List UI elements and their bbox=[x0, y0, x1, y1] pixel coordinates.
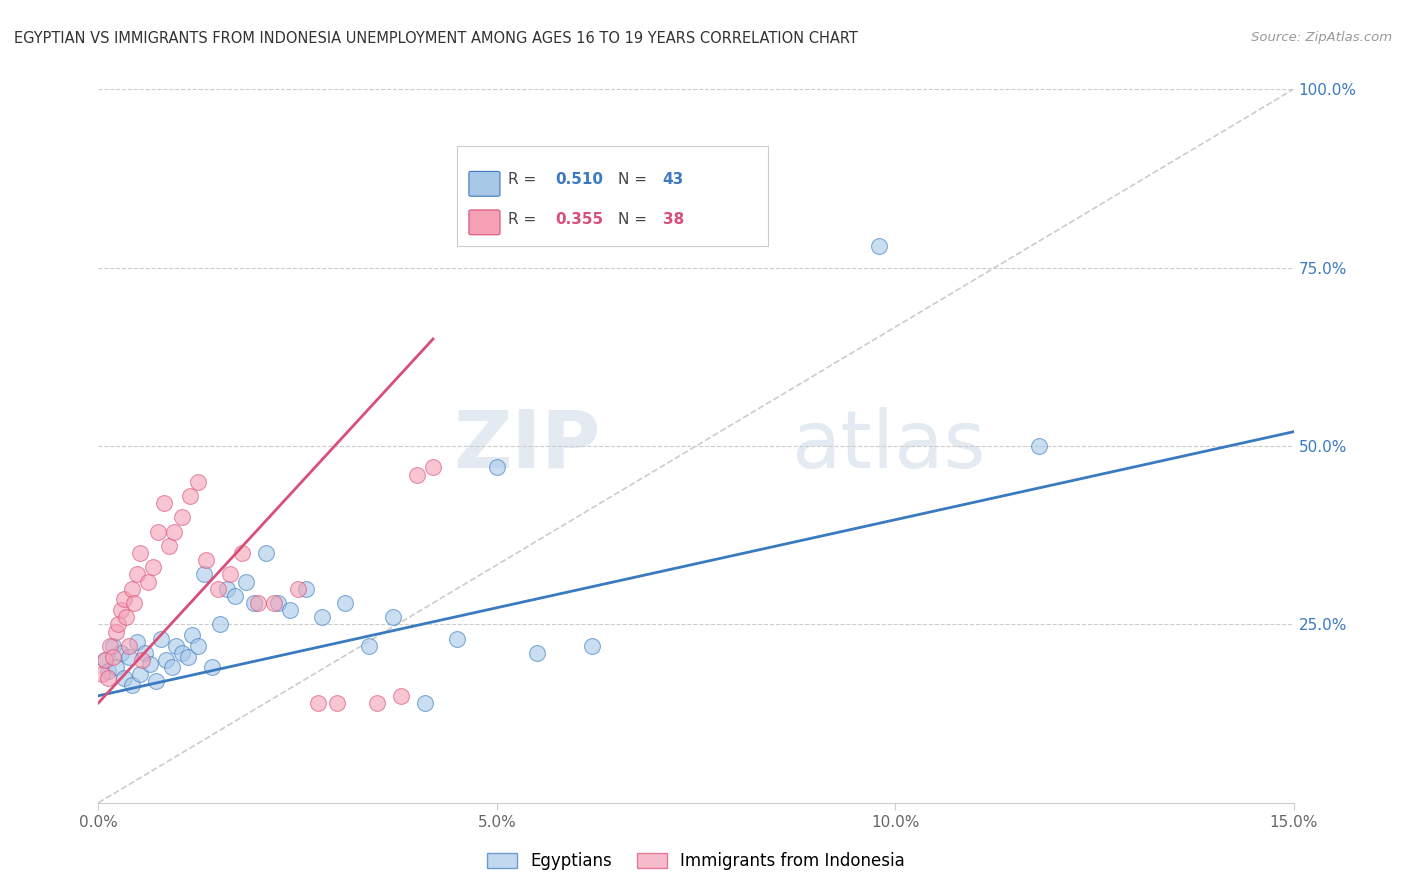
Point bbox=[121, 582, 143, 596]
Point bbox=[307, 696, 329, 710]
Point bbox=[446, 632, 468, 646]
Point bbox=[128, 667, 150, 681]
Text: 43: 43 bbox=[662, 172, 683, 187]
Point bbox=[104, 624, 127, 639]
Point bbox=[382, 610, 405, 624]
Point bbox=[231, 546, 253, 560]
Point bbox=[187, 639, 209, 653]
Text: EGYPTIAN VS IMMIGRANTS FROM INDONESIA UNEMPLOYMENT AMONG AGES 16 TO 19 YEARS COR: EGYPTIAN VS IMMIGRANTS FROM INDONESIA UN… bbox=[14, 31, 858, 46]
Point bbox=[131, 653, 153, 667]
Point bbox=[110, 603, 132, 617]
Text: atlas: atlas bbox=[792, 407, 986, 485]
Point bbox=[124, 596, 146, 610]
Point bbox=[366, 696, 388, 710]
Point bbox=[172, 510, 194, 524]
Point bbox=[200, 660, 222, 674]
Point bbox=[581, 639, 603, 653]
Legend: Egyptians, Immigrants from Indonesia: Egyptians, Immigrants from Indonesia bbox=[481, 846, 911, 877]
Point bbox=[110, 646, 132, 660]
Point bbox=[97, 664, 120, 678]
Point bbox=[294, 582, 316, 596]
Point bbox=[179, 489, 201, 503]
Point bbox=[101, 639, 124, 653]
Point bbox=[219, 567, 242, 582]
Point bbox=[157, 539, 180, 553]
Point bbox=[254, 546, 277, 560]
Text: R =: R = bbox=[509, 211, 541, 227]
Point bbox=[166, 639, 188, 653]
Point bbox=[195, 553, 218, 567]
Point bbox=[287, 582, 309, 596]
Point bbox=[98, 639, 122, 653]
Point bbox=[335, 596, 357, 610]
Point bbox=[217, 582, 239, 596]
Text: N =: N = bbox=[619, 172, 652, 187]
Point bbox=[149, 632, 172, 646]
Text: Source: ZipAtlas.com: Source: ZipAtlas.com bbox=[1251, 31, 1392, 45]
Point bbox=[207, 582, 229, 596]
Point bbox=[139, 657, 162, 671]
Text: 0.355: 0.355 bbox=[555, 211, 603, 227]
FancyBboxPatch shape bbox=[470, 171, 501, 196]
Point bbox=[148, 524, 170, 539]
Point bbox=[868, 239, 890, 253]
Point bbox=[125, 635, 148, 649]
Point bbox=[181, 628, 204, 642]
Text: 0.510: 0.510 bbox=[555, 172, 603, 187]
Point bbox=[267, 596, 290, 610]
Point bbox=[163, 524, 186, 539]
Point bbox=[152, 496, 174, 510]
Point bbox=[246, 596, 269, 610]
Text: R =: R = bbox=[509, 172, 541, 187]
Point bbox=[1028, 439, 1050, 453]
Point bbox=[389, 689, 412, 703]
Point bbox=[406, 467, 429, 482]
Point bbox=[145, 674, 167, 689]
Point bbox=[172, 646, 194, 660]
Point bbox=[176, 649, 198, 664]
Point bbox=[94, 653, 117, 667]
Text: N =: N = bbox=[619, 211, 652, 227]
Point bbox=[485, 460, 508, 475]
Point bbox=[187, 475, 209, 489]
Point bbox=[112, 671, 135, 685]
Point bbox=[91, 667, 114, 681]
Point bbox=[136, 574, 159, 589]
Point bbox=[107, 617, 129, 632]
Text: 38: 38 bbox=[662, 211, 683, 227]
Point bbox=[326, 696, 349, 710]
Point bbox=[413, 696, 436, 710]
Point bbox=[94, 653, 117, 667]
Point bbox=[359, 639, 381, 653]
Point bbox=[125, 567, 148, 582]
Point bbox=[208, 617, 231, 632]
Point bbox=[311, 610, 333, 624]
Point bbox=[97, 671, 120, 685]
Point bbox=[118, 649, 141, 664]
Point bbox=[160, 660, 183, 674]
Point bbox=[243, 596, 266, 610]
Point bbox=[134, 646, 156, 660]
Point bbox=[115, 610, 138, 624]
FancyBboxPatch shape bbox=[470, 210, 501, 235]
Point bbox=[422, 460, 444, 475]
Point bbox=[526, 646, 548, 660]
Text: ZIP: ZIP bbox=[453, 407, 600, 485]
FancyBboxPatch shape bbox=[457, 146, 768, 246]
Point bbox=[224, 589, 246, 603]
Point bbox=[118, 639, 141, 653]
Point bbox=[278, 603, 301, 617]
Point bbox=[112, 592, 135, 607]
Point bbox=[121, 678, 143, 692]
Point bbox=[101, 649, 124, 664]
Point bbox=[155, 653, 177, 667]
Point bbox=[104, 660, 127, 674]
Point bbox=[235, 574, 257, 589]
Point bbox=[193, 567, 215, 582]
Point bbox=[263, 596, 285, 610]
Point bbox=[142, 560, 165, 574]
Point bbox=[128, 546, 150, 560]
